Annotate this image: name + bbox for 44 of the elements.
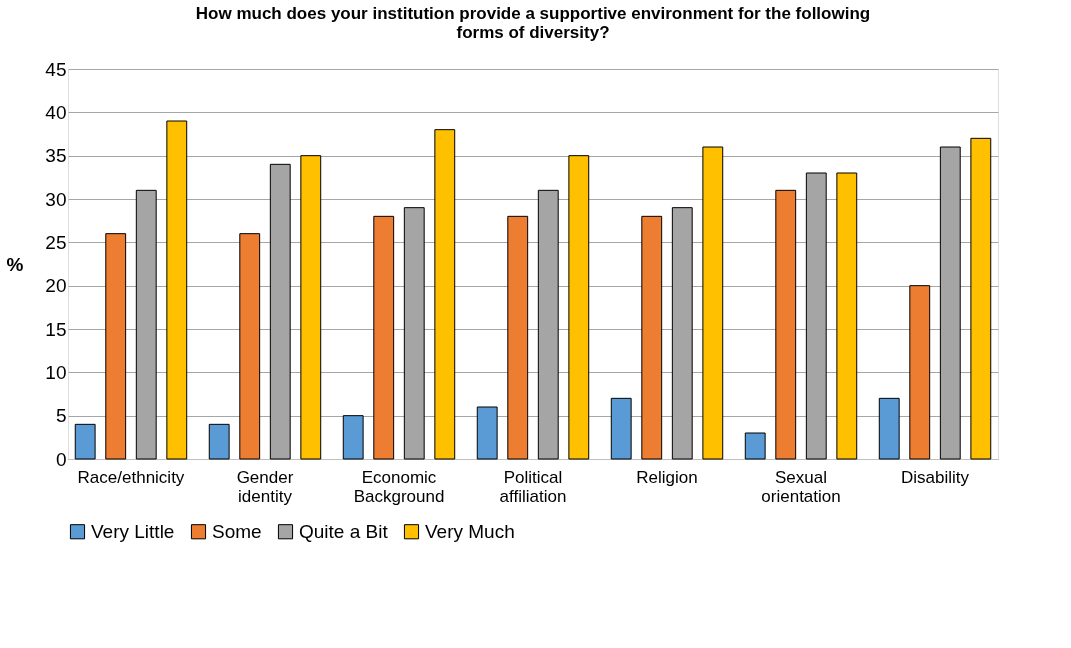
- bar: [970, 137, 992, 460]
- y-tick-label: 40: [45, 101, 67, 123]
- bar: [641, 215, 663, 460]
- bar: [568, 155, 590, 460]
- legend-label: Quite a Bit: [299, 520, 389, 542]
- y-tick-label: 45: [45, 58, 67, 80]
- legend-label: Very Little: [91, 520, 175, 542]
- x-tick-label: Sexual orientation: [761, 467, 841, 506]
- bar: [878, 397, 900, 460]
- bar: [744, 432, 766, 460]
- x-tick-label: Disability: [901, 467, 970, 487]
- y-tick-label: 10: [45, 361, 67, 383]
- x-tick-label: Race/ethnicity: [77, 467, 185, 487]
- x-tick-label: Economic Background: [353, 467, 445, 506]
- y-tick-label: 5: [55, 405, 67, 427]
- bar: [74, 423, 96, 460]
- x-tick-label: Political affiliation: [499, 467, 567, 506]
- bar: [434, 129, 456, 460]
- x-tick-label: Gender identity: [236, 467, 294, 506]
- bar: [166, 120, 188, 460]
- bar: [702, 146, 724, 460]
- y-tick-label: 25: [45, 231, 67, 253]
- y-tick-label: 0: [55, 448, 67, 470]
- bar: [909, 285, 931, 460]
- y-tick-label: 15: [45, 318, 67, 340]
- bar: [300, 155, 322, 460]
- y-tick-label: 30: [45, 188, 67, 210]
- bar: [476, 406, 498, 460]
- legend-label: Very Much: [425, 520, 515, 542]
- y-axis-title: %: [6, 253, 24, 275]
- bar: [836, 172, 858, 460]
- y-tick-label: 35: [45, 145, 67, 167]
- y-tick-label: 20: [45, 275, 67, 297]
- bar: [208, 423, 230, 460]
- x-tick-label: Religion: [636, 467, 698, 487]
- legend-label: Some: [212, 520, 262, 542]
- bar: [239, 233, 261, 460]
- bar: [105, 233, 127, 460]
- bar: [507, 215, 529, 460]
- chart-title: How much does your institution provide a supportive environment for the following forms of diversity?: [195, 4, 871, 42]
- bar: [775, 189, 797, 460]
- bar: [342, 415, 364, 460]
- bar: [373, 215, 395, 460]
- bar: [610, 397, 632, 460]
